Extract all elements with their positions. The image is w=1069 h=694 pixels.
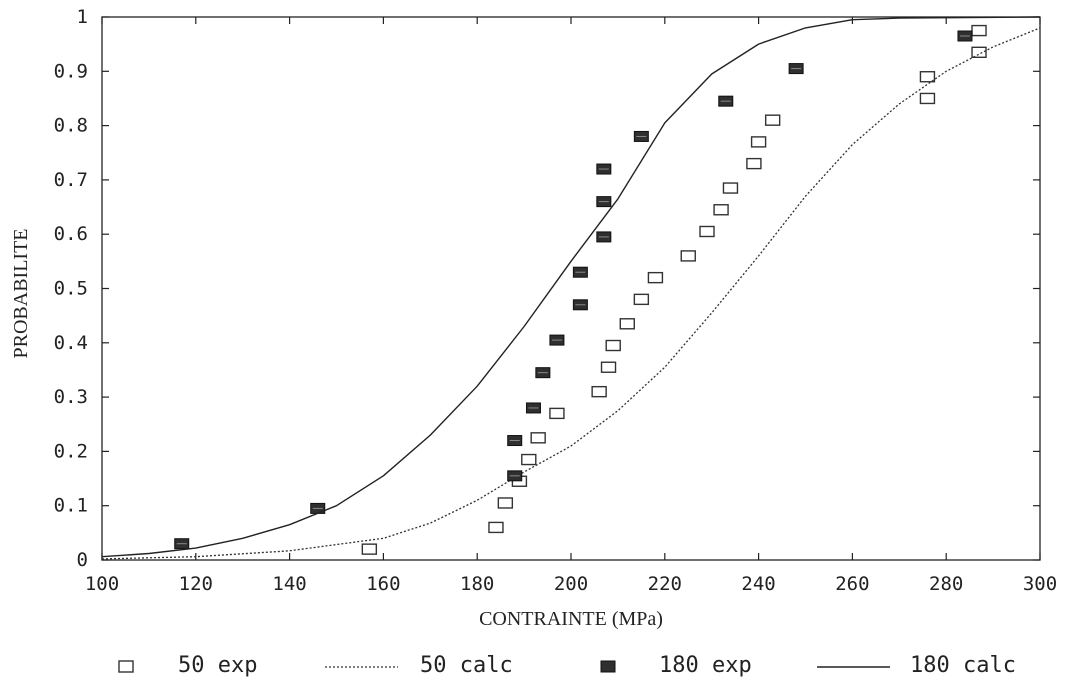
x-tick-label: 300 <box>1023 573 1057 595</box>
x-tick-label: 180 <box>460 573 494 595</box>
legend-label-180-exp: 180 exp <box>659 653 752 678</box>
data-point <box>605 339 621 352</box>
data-point <box>971 24 987 37</box>
y-tick-label: 0 <box>77 549 88 571</box>
legend-label-50-calc: 50 calc <box>420 653 513 678</box>
data-point <box>788 63 804 75</box>
data-point <box>764 114 781 126</box>
x-tick-label: 280 <box>929 573 963 595</box>
legend-label-180-calc: 180 calc <box>910 653 1016 678</box>
data-point <box>530 432 546 444</box>
series-line <box>101 16 1041 558</box>
x-tick-label: 100 <box>85 573 119 595</box>
data-point <box>596 163 612 175</box>
data-point <box>521 453 537 466</box>
y-tick-label: 0.7 <box>54 169 88 191</box>
data-point <box>488 521 504 534</box>
data-point <box>633 130 649 142</box>
data-point <box>746 157 762 170</box>
legend: 50 exp 50 calc 180 exp 180 calc <box>118 653 1016 678</box>
legend-marker-180-exp <box>600 660 616 673</box>
data-point <box>361 543 378 555</box>
x-axis: 100 120 140 160 180 200 220 240 260 280 300 <box>85 17 1057 595</box>
series-layer <box>101 16 1041 560</box>
x-tick-label: 140 <box>272 573 306 595</box>
data-point <box>633 293 650 306</box>
data-point <box>596 196 612 208</box>
series-line <box>101 27 1041 560</box>
data-point <box>957 30 973 42</box>
data-point <box>507 435 523 447</box>
y-tick-label: 0.3 <box>54 386 88 408</box>
data-point <box>549 334 565 346</box>
data-point <box>647 271 664 284</box>
x-tick-label: 160 <box>366 573 400 595</box>
y-tick-label: 1 <box>77 6 88 28</box>
x-axis-title: CONTRAINTE (MPa) <box>479 608 663 630</box>
data-point <box>919 71 936 83</box>
x-tick-label: 120 <box>179 573 213 595</box>
y-tick-label: 0.9 <box>54 60 88 82</box>
legend-marker-50-exp <box>118 660 134 673</box>
data-point <box>750 136 767 148</box>
x-tick-label: 260 <box>835 573 869 595</box>
y-axis-title: PROBABILITE <box>10 229 32 359</box>
data-point <box>722 182 739 194</box>
data-point <box>174 538 190 550</box>
data-point <box>699 225 715 238</box>
data-point <box>718 95 734 107</box>
data-point <box>572 266 588 278</box>
data-point <box>549 407 565 420</box>
legend-label-50-exp: 50 exp <box>178 653 257 678</box>
series-1 <box>101 27 1041 560</box>
data-point <box>619 318 635 330</box>
data-point <box>507 470 523 482</box>
series-0 <box>361 24 987 555</box>
y-tick-label: 0.6 <box>54 223 88 245</box>
data-point <box>971 46 987 58</box>
data-point <box>680 250 696 262</box>
y-tick-label: 0.4 <box>54 332 88 354</box>
series-3 <box>101 16 1041 558</box>
plot-frame-border <box>101 16 1041 561</box>
y-axis: 0 0.1 0.2 0.3 0.4 0.5 0.6 0.7 0.8 0.9 1 <box>54 6 1040 571</box>
data-point <box>713 204 729 216</box>
data-point <box>591 385 607 398</box>
data-point <box>525 402 541 414</box>
data-point <box>919 92 936 105</box>
data-point <box>596 231 612 243</box>
x-tick-label: 240 <box>741 573 775 595</box>
y-tick-label: 0.1 <box>54 495 88 517</box>
data-point <box>497 497 514 509</box>
data-point <box>572 299 588 311</box>
data-point <box>535 367 551 379</box>
x-tick-label: 200 <box>554 573 588 595</box>
y-tick-label: 0.8 <box>54 115 88 137</box>
x-tick-label: 220 <box>648 573 682 595</box>
plot-frame <box>101 16 1041 561</box>
series-2 <box>174 30 973 550</box>
y-tick-label: 0.5 <box>54 278 88 300</box>
data-point <box>600 361 617 373</box>
y-tick-label: 0.2 <box>54 440 88 462</box>
